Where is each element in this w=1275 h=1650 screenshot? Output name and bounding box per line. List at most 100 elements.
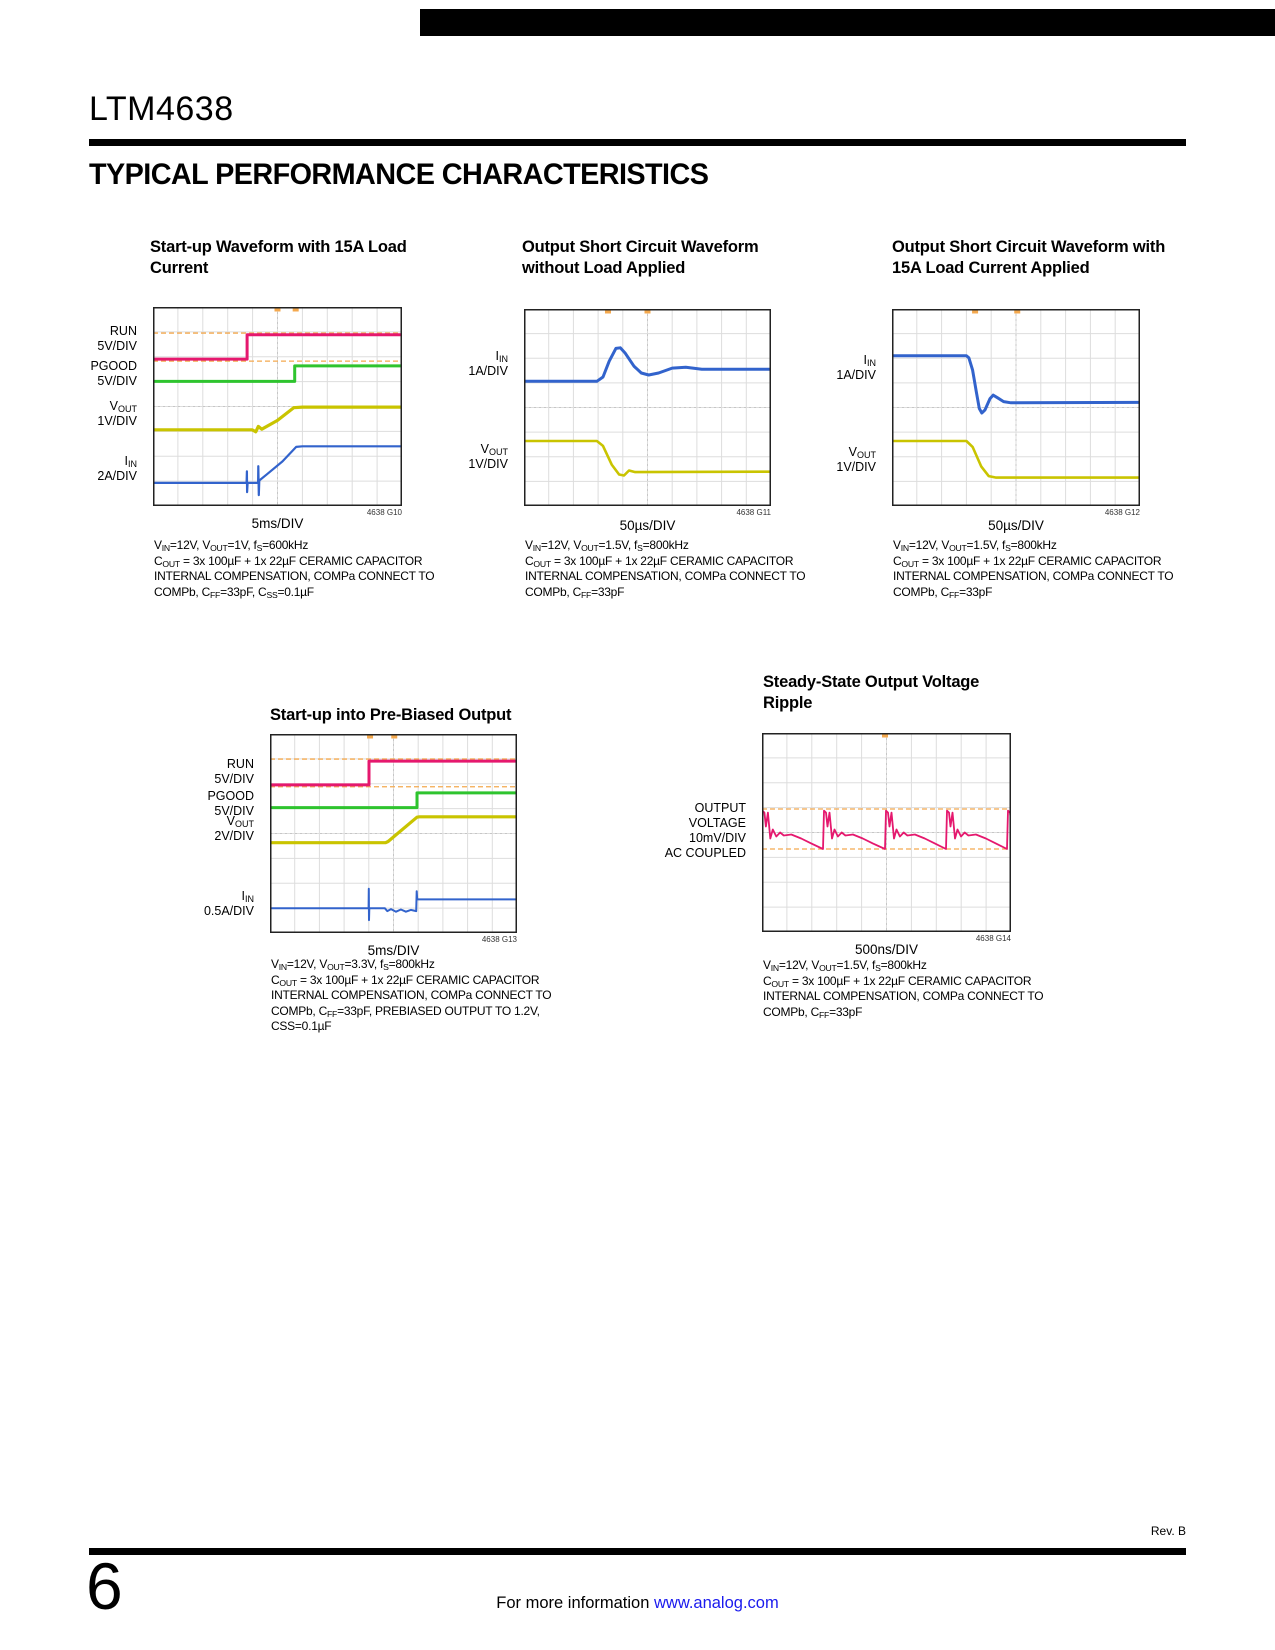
scope-grid-svg [151,307,404,506]
scope-grid-svg [522,309,773,506]
graph-id: 4638 G11 [736,508,771,517]
header-rule [89,139,1186,146]
graph-id: 4638 G14 [975,934,1011,943]
channel-label: IIN 2A/DIV [97,453,137,483]
chart-title: Steady-State Output Voltage Ripple [763,673,980,712]
footer-info: For more information www.analog.com [0,1594,1275,1613]
channel-label: PGOOD 5V/DIV [207,788,254,818]
trigger-marker [1014,309,1021,314]
analog-website-link[interactable]: www.analog.com [653,1594,779,1612]
waveform-vout [268,815,519,845]
x-axis-label: 5ms/DIV [367,943,420,958]
trigger-marker [882,733,889,738]
channel-labels: RUN 5V/DIV PGOOD 5V/DIV VOUT 2V/DIV IIN 0.5A/DI… [140,734,262,933]
trigger-marker [972,309,979,314]
channel-label: PGOOD 5V/DIV [90,359,137,389]
waveform-pgood [268,791,519,810]
caption-line: COMPb, CFF=33pF [893,584,993,600]
caption-line: VIN=12V, VOUT=1.5V, fS=800kHz [763,958,927,974]
chart-caption: VIN=12V, VOUT=1.5V, fS=800kHz COUT = 3x 1… [893,538,1174,600]
chart-caption: VIN=12V, VOUT=1.5V, fS=800kHz COUT = 3x 1… [525,538,806,600]
waveform-iin [269,887,518,922]
chart-short-circuit-15a-load: Output Short Circuit Waveform with 15A L… [762,234,1173,654]
chart-caption: VIN=12V, VOUT=1.5V, fS=800kHz COUT = 3x 1… [763,958,1044,1020]
channel-label: RUN 5V/DIV [97,324,137,354]
footer-rule [89,1548,1186,1555]
channel-label: VOUT 1V/DIV [468,441,508,471]
waveform-vout [151,405,404,434]
caption-line: COUT = 3x 100µF + 1x 22µF CERAMIC CAPACI… [763,973,1032,989]
chart-title: Start-up into Pre-Biased Output [270,706,512,724]
channel-label: IIN 0.5A/DIV [203,889,254,919]
chart-caption: VIN=12V, VOUT=1V, fS=600kHz COUT = 3x 100… [154,538,435,600]
oscilloscope-plot [890,309,1142,506]
waveform-iin [522,346,773,383]
channel-labels: OUTPUT VOLTAGE 10mV/DIV AC COUPLED [632,733,754,932]
scope-grid-svg [761,733,1012,932]
channel-labels: IIN 1A/DIV VOUT 1V/DIV [394,309,516,506]
caption-line: COMPb, CFF=33pF, PREBIASED OUTPUT TO 1.2… [271,1003,540,1019]
page-header-bar [420,9,1275,36]
caption-line: COUT = 3x 100µF + 1x 22µF CERAMIC CAPACI… [525,553,794,569]
chart-caption: VIN=12V, VOUT=3.3V, fS=800kHz COUT = 3x 1… [271,957,552,1035]
caption-line: INTERNAL COMPENSATION, COMPa CONNECT TO [525,569,806,584]
waveform-run [151,333,404,361]
section-title: TYPICAL PERFORMANCE CHARACTERISTICS [89,158,709,191]
caption-line: VIN=12V, VOUT=1V, fS=600kHz [154,538,309,554]
chart-title: Output Short Circuit Waveform without Lo… [522,238,759,277]
caption-line: INTERNAL COMPENSATION, COMPa CONNECT TO [763,989,1044,1004]
caption-line: COMPb, CFF=33pF [525,584,625,600]
graph-id: 4638 G12 [1104,508,1140,517]
caption-line: INTERNAL COMPENSATION, COMPa CONNECT TO [893,569,1174,584]
graph-id: 4638 G13 [481,935,517,944]
channel-labels: RUN 5V/DIV PGOOD 5V/DIV VOUT 1V/DIV IIN 2A/DIV [23,307,145,506]
scope-grid-svg [890,309,1142,506]
trigger-marker [292,307,299,312]
waveform-run [268,759,519,787]
channel-label: IIN 1A/DIV [836,353,876,383]
waveform-iin [151,445,404,497]
channel-label: OUTPUT VOLTAGE 10mV/DIV AC COUPLED [664,800,746,860]
chart-title: Output Short Circuit Waveform with 15A L… [892,238,1166,277]
trigger-marker [391,734,398,739]
oscilloscope-plot [522,309,773,506]
revision-label: Rev. B [1150,1524,1186,1538]
caption-line: VIN=12V, VOUT=1.5V, fS=800kHz [893,538,1057,554]
caption-line: INTERNAL COMPENSATION, COMPa CONNECT TO [154,569,435,584]
x-axis-label: 50µs/DIV [988,518,1044,533]
trigger-marker [604,309,611,314]
oscilloscope-plot [268,734,519,933]
caption-line: COUT = 3x 100µF + 1x 22µF CERAMIC CAPACI… [893,553,1162,569]
waveform-vout [890,439,1142,479]
footer-info-text: For more information [496,1594,654,1612]
oscilloscope-plot [151,307,404,506]
part-number: LTM4638 [89,90,234,128]
trigger-marker [644,309,651,314]
trigger-marker [274,307,281,312]
chart-title: Start-up Waveform with 15A Load Current [150,238,407,277]
waveform-output-voltage-ripple [761,809,1012,850]
scope-grid-svg [268,734,519,933]
waveform-pgood [151,364,404,383]
x-axis-label: 5ms/DIV [251,516,304,531]
channel-label: VOUT 2V/DIV [214,813,254,843]
x-axis-label: 500ns/DIV [854,942,919,957]
channel-label: VOUT 1V/DIV [97,399,137,429]
trigger-marker [367,734,374,739]
x-axis-label: 50µs/DIV [619,518,676,533]
graph-id: 4638 G10 [366,508,402,517]
page-number: 6 [86,1549,123,1623]
caption-line: COUT = 3x 100µF + 1x 22µF CERAMIC CAPACI… [271,972,540,988]
channel-labels: IIN 1A/DIV VOUT 1V/DIV [762,309,884,506]
chart-startup-prebiased: Start-up into Pre-Biased Output RUN 5V/DI… [140,659,552,1099]
caption-line: COMPb, CFF=33pF [763,1004,863,1020]
waveform-iin [890,354,1142,415]
oscilloscope-plot [761,733,1012,932]
chart-output-ripple: Steady-State Output Voltage Ripple OUTPU… [632,658,1044,1098]
caption-line: VIN=12V, VOUT=1.5V, fS=800kHz [525,538,689,554]
caption-line: CSS=0.1µF [271,1019,332,1034]
chart-short-circuit-no-load: Output Short Circuit Waveform without Lo… [394,234,805,654]
caption-line: INTERNAL COMPENSATION, COMPa CONNECT TO [271,988,552,1003]
chart-startup-15a-load: Start-up Waveform with 15A Load Current … [23,232,434,652]
